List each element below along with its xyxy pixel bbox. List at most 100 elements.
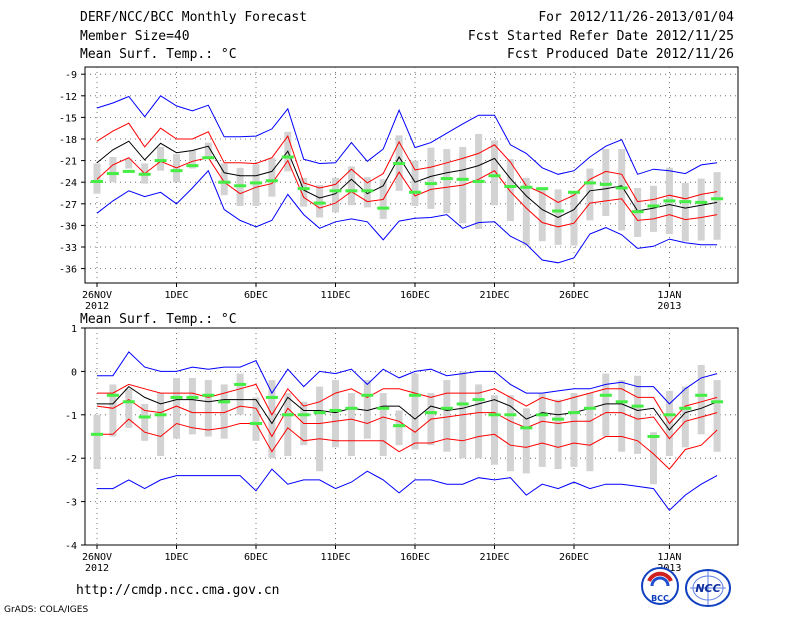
obs-range-box — [347, 166, 355, 206]
obs-range-box — [602, 149, 610, 217]
x-tick-label: 26DEC — [559, 552, 589, 563]
observed-marker — [488, 413, 501, 417]
y-tick-label: -30 — [59, 221, 77, 232]
obs-range-box — [443, 380, 451, 452]
x-tick-year-label: 2012 — [85, 563, 109, 574]
bcc-logo-text: BCC — [651, 594, 669, 603]
ensemble-mean-line — [96, 140, 718, 219]
observed-marker — [615, 400, 628, 404]
observed-marker — [631, 404, 644, 408]
observed-marker — [536, 187, 549, 191]
observed-marker — [615, 186, 628, 190]
source-url[interactable]: http://cmdp.ncc.cma.gov.cn — [76, 583, 280, 598]
obs-range-box — [236, 373, 244, 415]
ncc-logo: NCC — [685, 569, 731, 607]
observed-marker — [663, 413, 676, 417]
observed-marker — [711, 400, 724, 404]
observed-marker — [536, 413, 549, 417]
observed-marker — [329, 408, 342, 412]
obs-range-box — [697, 364, 705, 435]
observed-marker — [393, 424, 406, 428]
x-tick-label: 1DEC — [164, 290, 188, 301]
obs-range-box — [125, 158, 133, 169]
observed-marker — [106, 393, 119, 397]
observed-marker — [122, 400, 135, 404]
x-tick-label: 21DEC — [479, 290, 509, 301]
obs-range-box — [157, 146, 165, 171]
obs-range-box — [411, 160, 419, 206]
lower-spread-line — [96, 157, 718, 228]
obs-range-box — [220, 163, 228, 196]
observed-marker — [313, 411, 326, 415]
y-tick-label: -9 — [65, 70, 77, 81]
obs-range-box — [363, 380, 371, 439]
obs-range-box — [650, 185, 657, 232]
obs-range-box — [220, 384, 228, 439]
obs-range-box — [491, 395, 498, 465]
observed-marker — [154, 159, 167, 163]
observed-marker — [599, 393, 612, 397]
obs-range-box — [538, 187, 546, 242]
obs-range-box — [109, 384, 117, 437]
observed-marker — [568, 411, 580, 415]
grads-credit: GrADS: COLA/IGES — [4, 605, 89, 615]
observed-marker — [456, 177, 469, 181]
observed-marker — [154, 413, 167, 417]
obs-range-box — [491, 140, 498, 206]
observed-marker — [186, 164, 199, 168]
observed-marker — [91, 179, 103, 183]
upper-spread-line — [97, 383, 718, 425]
obs-range-box — [586, 393, 594, 472]
obs-range-box — [554, 399, 562, 470]
observed-marker — [424, 182, 437, 186]
x-tick-label: 21DEC — [479, 552, 509, 563]
y-tick-label: -15 — [59, 113, 77, 124]
obs-range-box — [268, 157, 276, 197]
ensemble-mean-line — [97, 385, 718, 431]
obs-range-box — [93, 163, 101, 194]
observed-marker — [695, 200, 708, 204]
obs-range-box — [173, 377, 180, 439]
obs-range-box — [602, 373, 610, 437]
obs-range-box — [586, 168, 594, 221]
obs-range-box — [506, 395, 514, 472]
x-tick-label: 1DEC — [164, 552, 188, 563]
x-tick-label: 1JAN — [657, 552, 681, 563]
obs-range-box — [268, 380, 276, 459]
obs-range-box — [188, 150, 196, 169]
obs-range-box — [475, 384, 483, 459]
observed-marker — [345, 189, 358, 193]
y-tick-label: -33 — [59, 243, 77, 254]
obs-range-box — [347, 393, 355, 457]
observed-marker — [361, 393, 374, 397]
x-tick-label: 6DEC — [244, 552, 268, 563]
obs-range-box — [316, 185, 324, 218]
x-tick-label: 1JAN — [657, 290, 681, 301]
obs-range-box — [188, 377, 196, 435]
y-tick-label: 0 — [71, 367, 77, 378]
panel-frame-1 — [84, 327, 739, 546]
observed-marker — [409, 393, 421, 397]
observed-marker — [568, 190, 580, 194]
x-tick-label: 6DEC — [244, 290, 268, 301]
observed-marker — [234, 184, 247, 188]
y-tick-label: -24 — [59, 178, 77, 189]
obs-range-box — [125, 388, 133, 428]
observed-marker — [170, 169, 183, 173]
obs-range-box — [157, 393, 165, 457]
obs-range-box — [697, 178, 705, 241]
observed-marker — [679, 200, 692, 204]
y-tick-label: -21 — [59, 157, 77, 168]
forecast-period: For 2012/11/26-2013/01/04 — [538, 10, 734, 25]
ncc-logo-text: NCC — [695, 582, 720, 595]
observed-marker — [504, 413, 517, 417]
max-envelope-line — [96, 95, 718, 175]
observed-marker — [170, 395, 183, 399]
chart-title: DERF/NCC/BCC Monthly Forecast — [80, 10, 307, 25]
y-tick-label: -18 — [59, 135, 77, 146]
obs-range-box — [332, 380, 339, 448]
observed-marker — [329, 189, 342, 193]
observed-marker — [583, 406, 596, 410]
obs-range-box — [141, 403, 149, 441]
observed-marker — [377, 406, 390, 410]
